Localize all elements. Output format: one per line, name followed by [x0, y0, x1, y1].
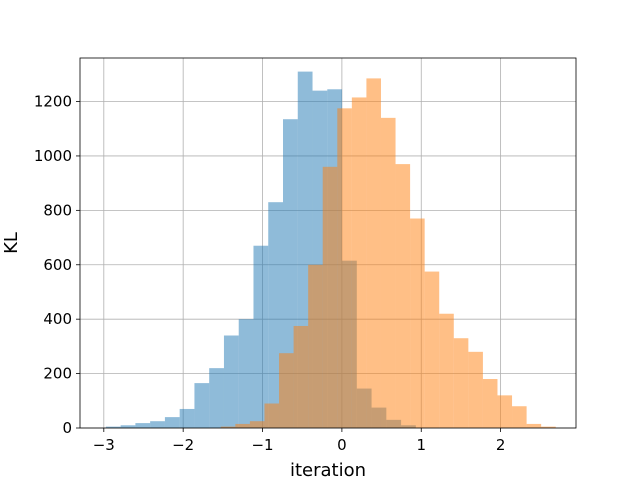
- histogram-bar-series-2: [468, 351, 483, 428]
- y-tick-label: 800: [43, 201, 72, 219]
- histogram-bar-series-2: [541, 426, 556, 428]
- x-tick-label: −1: [251, 436, 273, 454]
- y-tick-label: 200: [43, 365, 72, 383]
- histogram-bar-series-1: [209, 368, 224, 428]
- x-tick-label: −2: [172, 436, 194, 454]
- histogram-bar-series-2: [351, 97, 367, 428]
- y-tick-label: 1200: [34, 93, 72, 111]
- histogram-bar-series-2: [380, 117, 396, 429]
- plot-frame: [79, 57, 577, 429]
- y-tick-label: 600: [43, 256, 72, 274]
- histogram-bar-series-2: [424, 271, 440, 428]
- y-tick-label: 400: [43, 310, 72, 328]
- histogram-bar-series-2: [337, 108, 352, 429]
- histogram-bar-series-1: [105, 426, 121, 428]
- histogram-bar-series-1: [120, 425, 136, 428]
- histogram-bar-series-2: [279, 353, 294, 428]
- histogram-bar-series-1: [223, 335, 239, 428]
- histogram-bar-series-2: [264, 403, 280, 428]
- histogram-bar-series-2: [410, 218, 425, 428]
- x-tick-label: 1: [416, 436, 426, 454]
- histogram-bar-series-1: [179, 408, 195, 428]
- histogram-bar-series-2: [512, 406, 527, 428]
- histogram-bar-series-2: [482, 379, 498, 428]
- histogram-bar-series-1: [135, 423, 151, 428]
- x-axis-label: iteration: [290, 460, 366, 480]
- histogram-bars: [105, 71, 556, 429]
- histogram-bar-series-2: [439, 313, 454, 428]
- histogram-bar-series-2: [249, 421, 265, 428]
- x-tick-label: −3: [93, 436, 115, 454]
- histogram-bar-series-2: [220, 426, 236, 428]
- y-tick-label: 1000: [34, 147, 72, 165]
- histogram-bar-series-1: [150, 421, 165, 428]
- histogram-bar-series-2: [497, 395, 513, 428]
- y-tick-label: 0: [62, 419, 72, 437]
- histogram-bar-series-1: [253, 245, 269, 428]
- histogram-bar-series-2: [453, 338, 469, 428]
- histogram-bar-series-1: [238, 319, 254, 428]
- histogram-bar-series-1: [164, 417, 180, 428]
- histogram-bar-series-2: [366, 78, 381, 428]
- x-tick-label: 0: [337, 436, 347, 454]
- histogram-bar-series-2: [308, 264, 323, 428]
- histogram-bar-series-2: [293, 325, 309, 428]
- axis-ticks: −3 −2 −1 0 1 2 0 200 400 600 800 1000 1200: [34, 93, 506, 454]
- histogram-bar-series-2: [526, 423, 542, 428]
- histogram-bar-series-2: [322, 166, 338, 428]
- y-axis-label: KL: [1, 232, 22, 254]
- histogram-bar-series-1: [194, 383, 210, 428]
- histogram-bar-series-2: [235, 423, 250, 428]
- x-tick-label: 2: [496, 436, 506, 454]
- histogram-bar-series-2: [395, 164, 411, 428]
